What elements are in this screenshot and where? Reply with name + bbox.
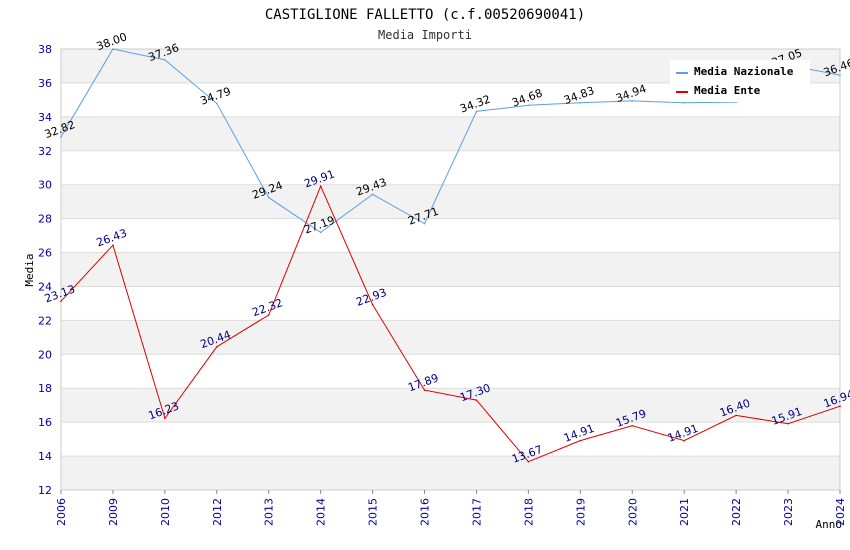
x-tick-label: 2006 [55,498,68,526]
grid-bands [61,49,840,490]
x-axis-ticks: 2006 2009 2010 2012 2013 2014 2015 2016 2017 2018… [55,490,847,526]
data-point [527,104,530,107]
data-point [60,300,62,303]
data-label: 34.32 [458,93,492,116]
y-tick-label: 34 [38,111,52,124]
legend: Media Nazionale Media Ente [670,60,810,102]
legend-label-media-ente: Media Ente [694,84,761,97]
y-tick-label: 28 [38,213,52,226]
data-label: 14.91 [666,422,700,445]
data-label: 34.83 [562,84,596,107]
y-tick-label: 36 [38,77,52,90]
data-point [423,222,426,225]
series-line-media-ente [60,184,841,463]
data-point [267,196,270,199]
x-tick-label: 2014 [315,498,328,526]
x-tick-label: 2019 [574,498,587,526]
grid-band [61,388,840,423]
data-point [164,59,166,61]
data-point [216,102,218,105]
y-tick-label: 18 [38,382,52,395]
x-tick-label: 2023 [782,498,795,526]
x-tick-label: 2018 [522,498,535,526]
grid-band [61,320,840,355]
x-tick-label: 2009 [107,498,120,526]
grid-band [61,252,840,287]
y-tick-label: 24 [38,280,52,293]
data-point [216,346,218,348]
x-axis-label: Anno [816,518,843,531]
data-point [267,314,270,316]
data-point [735,414,737,417]
legend-label-media-nazionale: Media Nazionale [694,65,794,78]
series-lines [60,48,841,463]
x-tick-label: 2021 [678,498,691,526]
data-label: 34.79 [199,85,233,108]
grid-band [61,456,840,490]
data-point [319,231,322,234]
x-tick-label: 2010 [159,498,172,526]
data-point [164,417,166,420]
chart-subtitle: Media Importi [378,28,472,42]
x-tick-label: 2020 [626,498,639,526]
data-point [319,185,322,188]
data-point [631,424,634,427]
x-tick-label: 2022 [730,498,743,526]
y-tick-label: 12 [38,484,52,497]
y-tick-label: 30 [38,179,52,192]
data-point [579,101,582,104]
data-point [371,303,374,306]
data-point [631,100,634,102]
data-point [423,389,426,391]
y-axis-label: Media [23,253,36,286]
y-tick-label: 16 [38,416,52,429]
data-label: 34.68 [510,87,544,110]
data-point [839,405,841,408]
data-point [839,74,841,76]
data-point [683,439,685,442]
data-point [60,136,62,138]
x-tick-label: 2017 [470,498,483,526]
x-tick-label: 2015 [367,498,380,526]
data-point [371,193,374,196]
y-axis-ticks: 12 14 16 18 20 22 24 26 28 30 32 34 36 38 [38,43,52,497]
grid-band [61,184,840,219]
data-point [112,48,114,50]
x-tick-label: 2024 [834,498,847,526]
data-point [683,101,685,104]
y-tick-label: 32 [38,145,52,158]
data-point [475,399,478,401]
chart-title: CASTIGLIONE FALLETTO (c.f.00520690041) [265,7,585,23]
x-tick-label: 2016 [419,498,432,526]
data-point [475,110,478,113]
x-tick-label: 2013 [263,498,276,526]
plot-frame [60,48,841,491]
data-point [579,439,582,442]
data-point [527,460,530,463]
y-tick-label: 22 [38,314,52,327]
data-label: 22.93 [354,286,388,309]
data-point [787,422,789,425]
y-tick-label: 38 [38,43,52,56]
legend-box [670,60,810,102]
data-point [112,244,114,247]
grid-band [61,116,840,151]
y-tick-label: 26 [38,247,52,260]
y-tick-label: 20 [38,348,52,361]
x-tick-label: 2012 [211,498,224,526]
grid-lines [61,48,840,491]
y-tick-label: 14 [38,450,52,463]
series-line-media-nazionale [60,48,841,234]
